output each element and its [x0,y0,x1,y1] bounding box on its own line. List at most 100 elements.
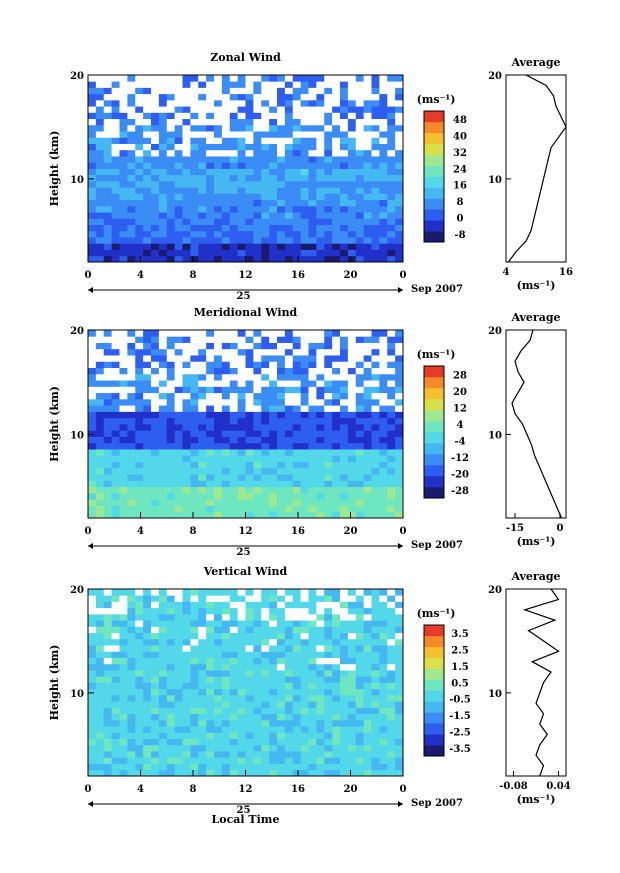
heatmap-cell [135,243,144,250]
heatmap-cell [253,205,262,213]
heatmap-cell [300,480,309,488]
heatmap-cell [103,75,113,82]
heatmap-cell [316,224,325,232]
heatmap-cell [198,112,207,120]
heatmap-cell [221,411,231,419]
heatmap-cell [229,595,239,602]
heatmap-cell [261,424,270,431]
heatmap-cell [379,620,388,627]
heatmap-cell [182,738,191,746]
heatmap-cell [206,467,215,475]
heatmap-cell [229,118,239,126]
heatmap-cell [395,607,404,615]
heatmap-cell [355,713,365,721]
heatmap-cell [198,601,207,609]
heatmap-cell [111,682,120,690]
heatmap-cell [269,461,278,469]
heatmap-cell [119,380,128,387]
heatmap-cell [158,218,168,225]
heatmap-cell [166,757,176,764]
heatmap-cell [340,751,349,758]
heatmap-cell [363,430,372,437]
heatmap-cell [316,601,325,609]
heatmap-cell [261,436,270,444]
heatmap-cell [182,205,191,213]
heatmap-cell [127,336,136,343]
heatmap-cell [182,595,191,602]
heatmap-cell [229,769,239,777]
heatmap-cell [324,670,333,677]
heatmap-cell [237,193,246,201]
heatmap-cell [284,663,294,671]
heatmap-cell [214,168,223,176]
heatmap-cell [284,474,294,481]
heatmap-cell [119,187,128,194]
heatmap-cell [206,355,215,362]
heatmap-cell [135,124,144,132]
heatmap-cell [324,131,333,138]
heatmap-cell [103,726,113,733]
heatmap-cell [355,601,365,609]
heatmap-cell [363,81,372,88]
heatmap-cell [111,342,120,350]
heatmap-cell [308,732,317,739]
heatmap-cell [316,373,325,381]
heatmap-cell [221,218,231,225]
heatmap-cell [355,751,365,758]
heatmap-cell [340,607,349,615]
heatmap-cell [143,632,152,640]
heatmap-cell [253,118,262,126]
heatmap-cell [206,249,215,257]
heatmap-cell [253,474,262,481]
heatmap-cell [347,670,357,677]
heatmap-cell [387,449,396,456]
heatmap-cell [324,193,333,201]
heatmap-cell [237,218,246,225]
heatmap-cell [253,461,262,469]
heatmap-cell [143,726,152,733]
heatmap-cell [253,757,262,764]
heatmap-cell [379,392,388,400]
heatmap-cell [261,193,270,201]
heatmap-cell [324,249,333,257]
heatmap-cell [324,118,333,126]
heatmap-cell [316,230,325,238]
heatmap-cell [371,694,380,702]
heatmap-cell [127,255,136,263]
heatmap-cell [143,499,152,506]
heatmap-cell [316,492,325,500]
heatmap-cell [182,75,191,82]
heatmap-cell [151,688,160,696]
heatmap-cell [300,87,309,95]
heatmap-cell [111,461,120,469]
heatmap-cell [269,589,278,596]
heatmap-cell [324,174,333,182]
heatmap-cell [292,405,302,412]
heatmap-cell [324,707,333,715]
heatmap-cell [332,212,341,219]
heatmap-cell [316,193,325,201]
profile-x-tick-label: 0.04 [546,781,570,792]
heatmap-cell [88,449,97,456]
heatmap-cell [221,763,231,771]
heatmap-cell [387,607,396,615]
heatmap-cell [347,613,357,621]
heatmap-cell [198,726,207,733]
heatmap-cell [206,670,215,677]
profile-frame [505,588,567,777]
heatmap-cell [88,373,97,381]
heatmap-cell [237,713,246,721]
heatmap-cell [340,99,349,107]
heatmap-cell [111,694,120,702]
heatmap-cell [237,505,246,513]
heatmap-cell [214,589,223,596]
heatmap-cell [363,106,372,113]
heatmap-cell [332,87,341,95]
heatmap-cell [269,398,278,406]
heatmap-cell [190,738,199,746]
heatmap-cell [387,81,396,88]
heatmap-cell [340,131,349,138]
heatmap-cell [127,620,136,627]
heatmap-cell [261,380,270,387]
heatmap-cell [111,137,120,144]
